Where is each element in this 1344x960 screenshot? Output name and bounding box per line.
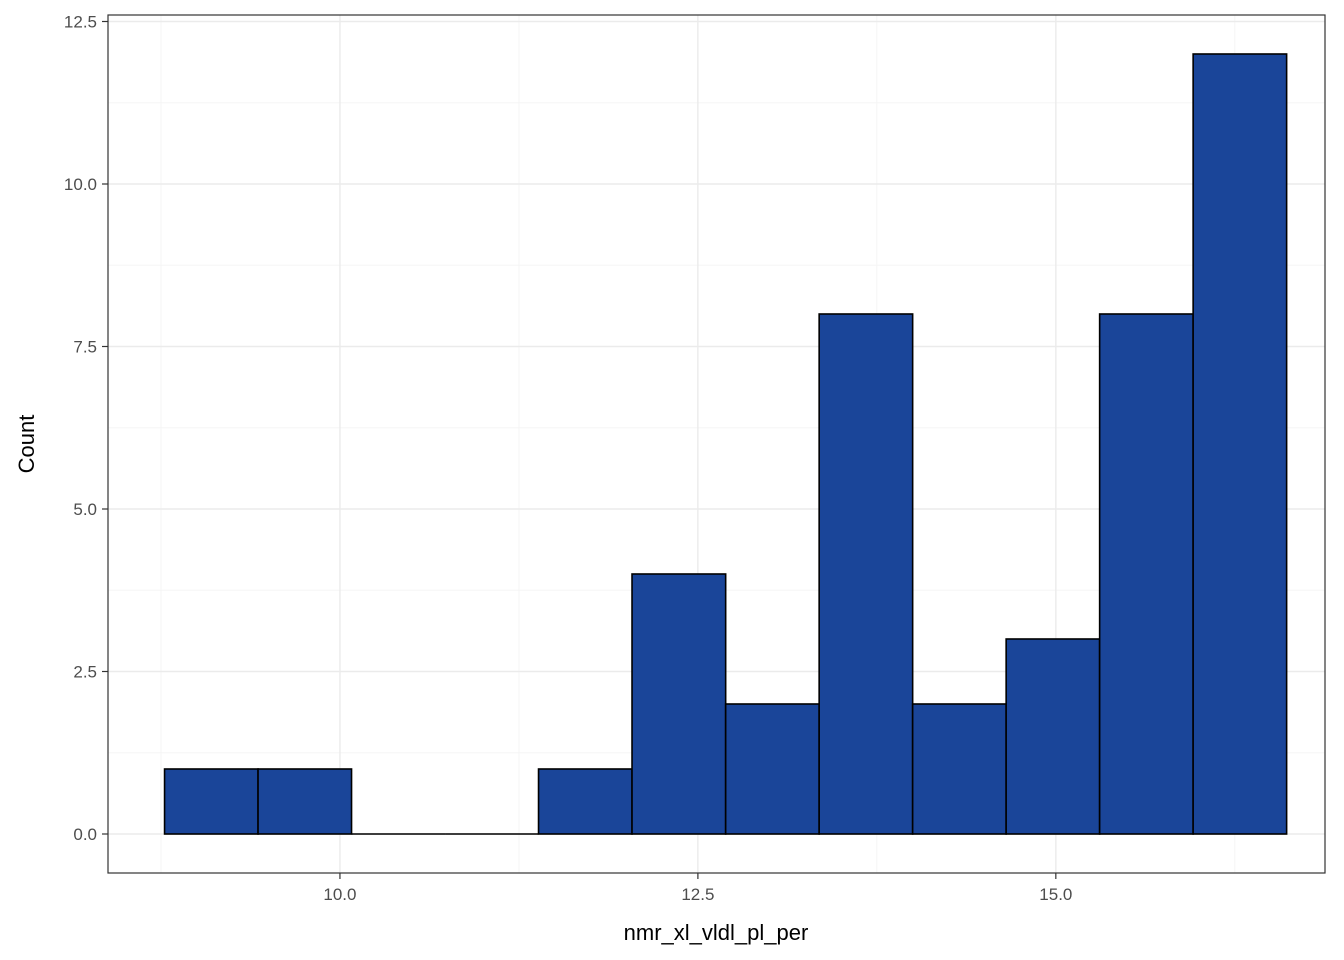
y-tick-label: 2.5 — [73, 663, 97, 682]
y-tick-label: 5.0 — [73, 500, 97, 519]
histogram-bar — [911, 703, 1007, 835]
histogram-bar — [1098, 313, 1194, 835]
y-axis-title: Count — [14, 415, 39, 474]
histogram-bar — [537, 768, 633, 835]
histogram-bar — [818, 313, 914, 835]
y-axis: 0.0 2.5 5.0 7.5 10.0 12.5 — [64, 13, 108, 844]
x-tick-label: 10.0 — [323, 885, 356, 904]
x-axis-title: nmr_xl_vldl_pl_per — [624, 920, 809, 945]
x-tick-label: 15.0 — [1039, 885, 1072, 904]
y-tick-label: 10.0 — [64, 175, 97, 194]
panel-border — [107, 14, 1326, 874]
x-axis: 10.0 12.5 15.0 — [323, 873, 1072, 904]
x-tick-label: 12.5 — [681, 885, 714, 904]
histogram-bar — [163, 768, 259, 835]
histogram-bar — [724, 703, 820, 835]
bars-group — [163, 53, 1288, 835]
y-tick-label: 12.5 — [64, 13, 97, 32]
histogram-bar — [257, 768, 353, 835]
histogram-bar — [631, 573, 727, 835]
y-tick-label: 7.5 — [73, 338, 97, 357]
histogram-bar — [1005, 638, 1101, 835]
histogram-bar — [1192, 53, 1288, 835]
y-tick-label: 0.0 — [73, 825, 97, 844]
